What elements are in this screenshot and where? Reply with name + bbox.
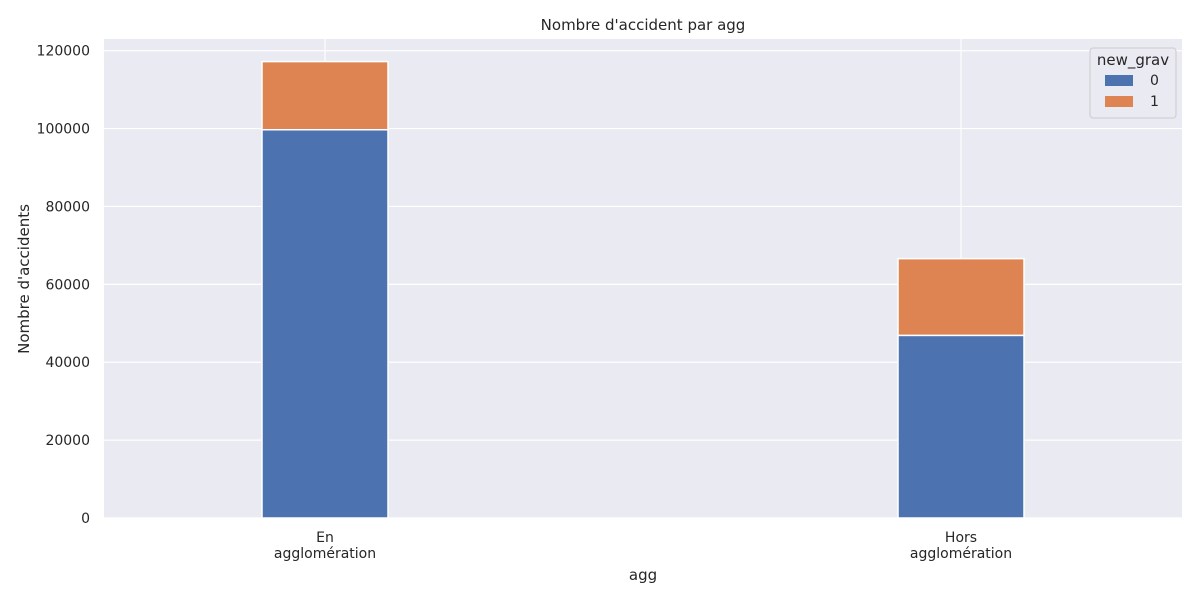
bar-series-1-cat-1 (897, 257, 1025, 337)
y-tick-label: 40000 (45, 355, 90, 371)
y-axis-title: Nombre d'accidents (15, 204, 33, 354)
y-tick-label: 80000 (45, 199, 90, 215)
bar-series-0-cat-1 (897, 334, 1025, 519)
bar-series-1-cat-0 (261, 60, 389, 131)
y-tick-label: 20000 (45, 433, 90, 449)
y-tick-label: 100000 (37, 122, 90, 138)
x-tick-label: En agglomération (274, 530, 376, 562)
x-tick-label: Hors agglomération (910, 530, 1012, 562)
x-axis-title: agg (629, 566, 657, 584)
bars (261, 60, 1025, 519)
bar-series-0-cat-0 (261, 128, 389, 519)
legend-label-1: 1 (1150, 94, 1159, 110)
legend-swatch-1 (1105, 96, 1133, 107)
chart-title: Nombre d'accident par agg (541, 16, 746, 34)
y-tick-label: 60000 (45, 277, 90, 293)
x-tick-labels: En agglomération Hors agglomération (274, 530, 1012, 562)
y-tick-label: 0 (81, 511, 90, 527)
legend-title: new_grav (1097, 51, 1169, 70)
legend-label-0: 0 (1150, 73, 1159, 89)
y-tick-label: 120000 (37, 44, 90, 60)
legend-swatch-0 (1105, 75, 1133, 86)
legend: new_grav 0 1 (1089, 47, 1177, 119)
y-tick-labels: 0 20000 40000 60000 80000 100000 120000 (37, 44, 90, 527)
